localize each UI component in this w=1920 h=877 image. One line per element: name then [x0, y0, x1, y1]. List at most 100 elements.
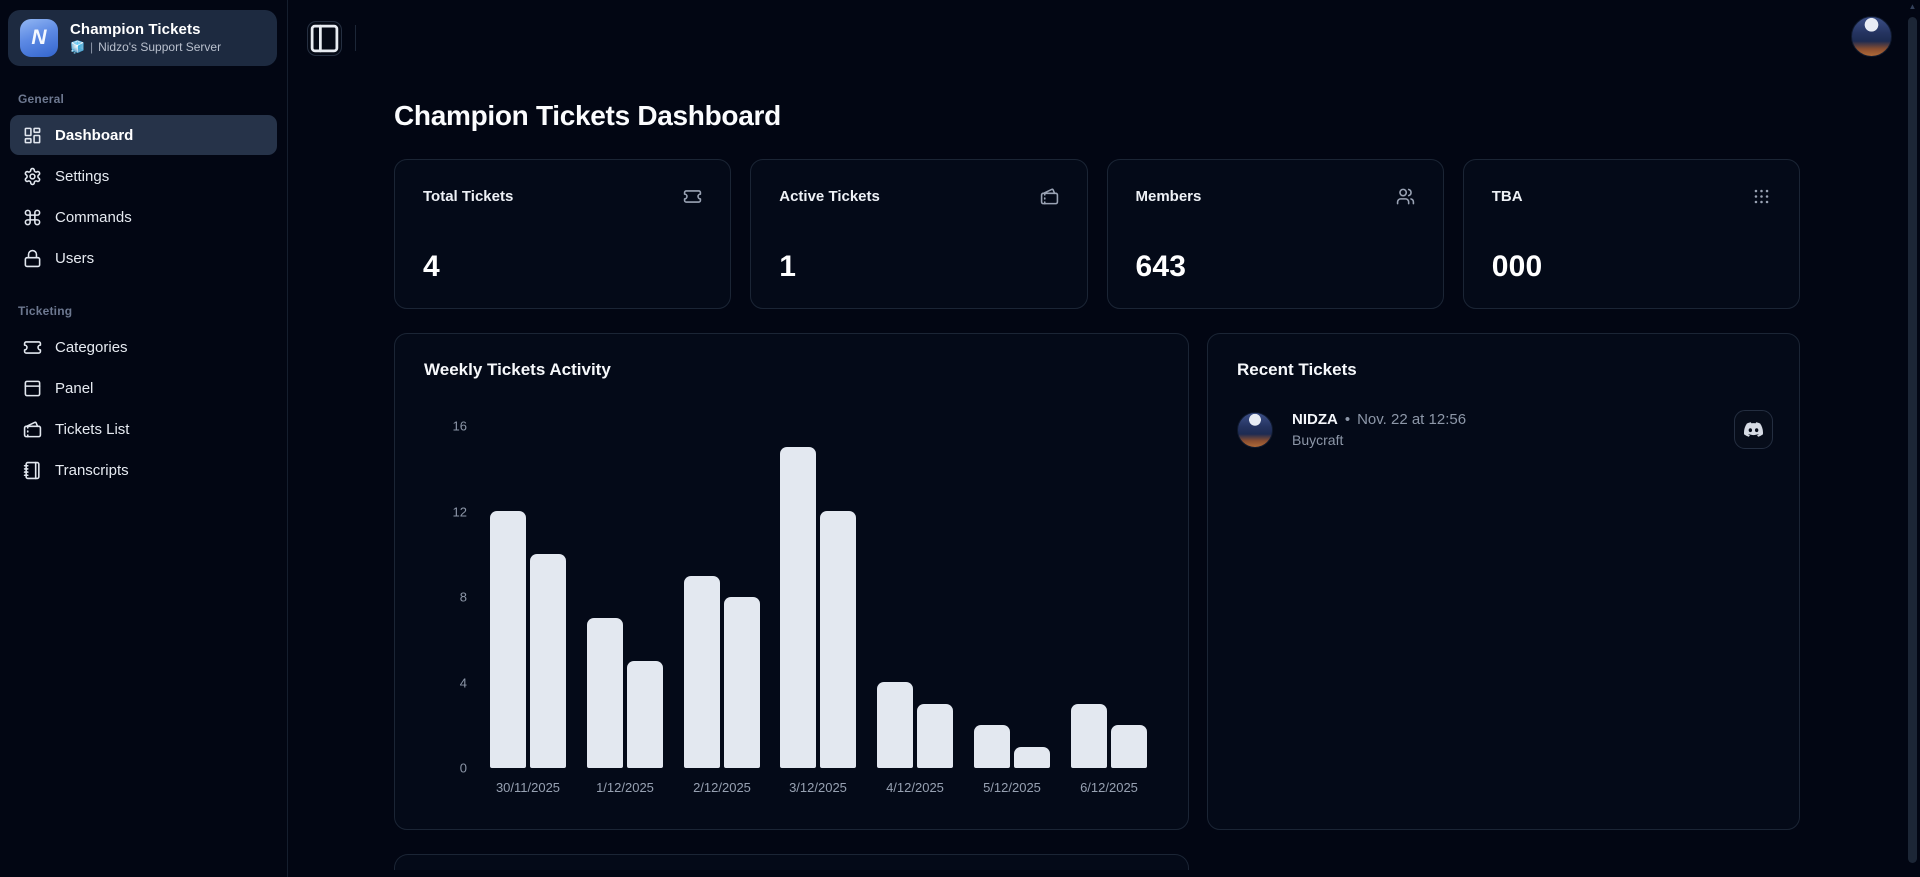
chart-title: Weekly Tickets Activity: [424, 360, 611, 379]
bar-2-12-2025-bar-2: [724, 597, 760, 768]
stat-label: Members: [1135, 188, 1202, 205]
y-axis-tick: 8: [459, 589, 467, 605]
sidebar-item-categories[interactable]: Categories: [10, 327, 277, 367]
x-axis-label: 5/12/2025: [983, 780, 1041, 795]
bar-4-12-2025-bar-1: [877, 682, 913, 768]
panel-left-icon: [308, 22, 341, 55]
ticket-user-avatar: [1237, 411, 1273, 448]
sidebar-item-panel[interactable]: Panel: [10, 368, 277, 408]
bar-group-30-11-2025: [490, 511, 566, 768]
server-icon: 🧊: [70, 39, 85, 54]
bar-5-12-2025-bar-2: [1014, 747, 1050, 768]
sidebar-nav: General Dashboard Settings Commands Users Tic…: [0, 92, 287, 490]
tickets-icon: [1040, 187, 1059, 206]
stat-value: 643: [1135, 250, 1187, 283]
sidebar-toggle-button[interactable]: [307, 21, 342, 56]
x-axis-label: 2/12/2025: [693, 780, 751, 795]
sidebar-section-label-general: General: [18, 92, 65, 106]
bar-group-5-12-2025: [974, 725, 1050, 768]
ticket-separator: •: [1344, 410, 1351, 428]
sidebar-item-label: Dashboard: [55, 126, 134, 144]
bar-group-6-12-2025: [1071, 704, 1147, 768]
ticket-discord-button[interactable]: [1734, 410, 1773, 449]
command-icon: [23, 208, 42, 227]
sidebar-item-label: Transcripts: [55, 461, 129, 479]
bar-1-12-2025-bar-1: [587, 618, 623, 768]
topbar-divider: [355, 25, 356, 51]
sidebar-item-label: Users: [55, 249, 95, 267]
bar-1-12-2025-bar-2: [627, 661, 663, 768]
sidebar-item-dashboard[interactable]: Dashboard: [10, 115, 277, 155]
sidebar-item-tickets-list[interactable]: Tickets List: [10, 409, 277, 449]
server-separator: |: [89, 39, 94, 54]
weekly-activity-card: Weekly Tickets Activity 0 4 8 12 16 30/11/202…: [394, 333, 1189, 830]
bar-3-12-2025-bar-1: [780, 447, 816, 768]
grip-dots-icon: [1752, 187, 1771, 206]
gear-icon: [23, 167, 42, 186]
sidebar-item-commands[interactable]: Commands: [10, 197, 277, 237]
scrollbar-thumb[interactable]: [1908, 17, 1917, 863]
ticket-username: NIDZA: [1292, 410, 1338, 428]
cards-row: Weekly Tickets Activity 0 4 8 12 16 30/11/202…: [394, 333, 1800, 830]
stat-card-active-tickets: Active Tickets 1: [750, 159, 1088, 309]
sidebar-item-users[interactable]: Users: [10, 238, 277, 278]
discord-icon: [1744, 420, 1763, 439]
x-axis-label: 4/12/2025: [886, 780, 944, 795]
stat-value: 1: [779, 250, 797, 283]
sidebar-item-settings[interactable]: Settings: [10, 156, 277, 196]
bar-3-12-2025-bar-2: [820, 511, 856, 768]
stat-label: Active Tickets: [779, 188, 880, 205]
page-scrollbar[interactable]: ▲: [1907, 0, 1918, 877]
x-axis-label: 1/12/2025: [596, 780, 654, 795]
stat-value: 4: [423, 250, 440, 283]
tickets-icon: [23, 420, 42, 439]
ticket-icon: [683, 187, 702, 206]
lock-icon: [23, 249, 42, 268]
server-name-row: 🧊 | Nidzo's Support Server: [70, 39, 222, 55]
stat-card-members: Members 643: [1106, 159, 1444, 309]
sidebar-item-label: Commands: [55, 208, 132, 226]
layout-dashboard-icon: [23, 126, 42, 145]
x-axis-label: 30/11/2025: [495, 780, 561, 795]
bar-30-11-2025-bar-2: [530, 554, 566, 768]
app-name: Champion Tickets: [70, 21, 201, 39]
user-avatar[interactable]: [1851, 16, 1892, 57]
users-icon: [1396, 187, 1415, 206]
bar-4-12-2025-bar-2: [917, 704, 953, 768]
bar-group-2-12-2025: [684, 576, 760, 768]
y-axis-tick: 0: [459, 760, 467, 776]
x-axis-label: 3/12/2025: [789, 780, 847, 795]
stat-card-tba: TBA 000: [1462, 159, 1800, 309]
server-tile[interactable]: N Champion Tickets 🧊 | Nidzo's Support S…: [8, 10, 277, 66]
stats-row: Total Tickets 4 Active Tickets 1 Members 643 T…: [394, 159, 1800, 309]
ticket-timestamp: Nov. 22 at 12:56: [1357, 410, 1467, 428]
bar-5-12-2025-bar-1: [974, 725, 1010, 768]
stat-value: 000: [1491, 250, 1543, 283]
server-name: Nidzo's Support Server: [98, 39, 222, 54]
panel-top-icon: [23, 379, 42, 398]
stat-card-total-tickets: Total Tickets 4: [394, 159, 732, 309]
bar-6-12-2025-bar-2: [1111, 725, 1147, 768]
weekly-activity-chart: 0 4 8 12 16 30/11/2025 1/12/2025 2/12/2025 3/12/…: [423, 419, 1162, 795]
bar-group-1-12-2025: [587, 618, 663, 768]
app-logo: N: [20, 19, 58, 57]
y-axis-tick: 4: [459, 675, 467, 690]
bar-2-12-2025-bar-1: [684, 576, 720, 768]
sidebar-section-label-ticketing: Ticketing: [18, 304, 73, 318]
bar-30-11-2025-bar-1: [490, 511, 526, 768]
recent-ticket-row: NIDZA • Nov. 22 at 12:56 Buycraft: [1237, 410, 1773, 449]
bar-group-3-12-2025: [780, 447, 856, 768]
y-axis-tick: 16: [452, 418, 467, 434]
page-title: Champion Tickets Dashboard: [394, 100, 781, 131]
sidebar-item-transcripts[interactable]: Transcripts: [10, 450, 277, 490]
stat-label: TBA: [1491, 188, 1523, 205]
topbar: [288, 0, 1920, 74]
sidebar-item-label: Panel: [55, 379, 94, 397]
ticket-subject: Buycraft: [1292, 432, 1344, 449]
ticket-icon: [23, 338, 42, 357]
recent-tickets-card: Recent Tickets NIDZA • Nov. 22 at 12:56 Buy…: [1207, 333, 1800, 830]
y-axis-tick: 12: [452, 504, 467, 519]
bar-group-4-12-2025: [877, 682, 953, 768]
bar-6-12-2025-bar-1: [1071, 704, 1107, 768]
scrollbar-up-arrow[interactable]: ▲: [1908, 2, 1917, 11]
